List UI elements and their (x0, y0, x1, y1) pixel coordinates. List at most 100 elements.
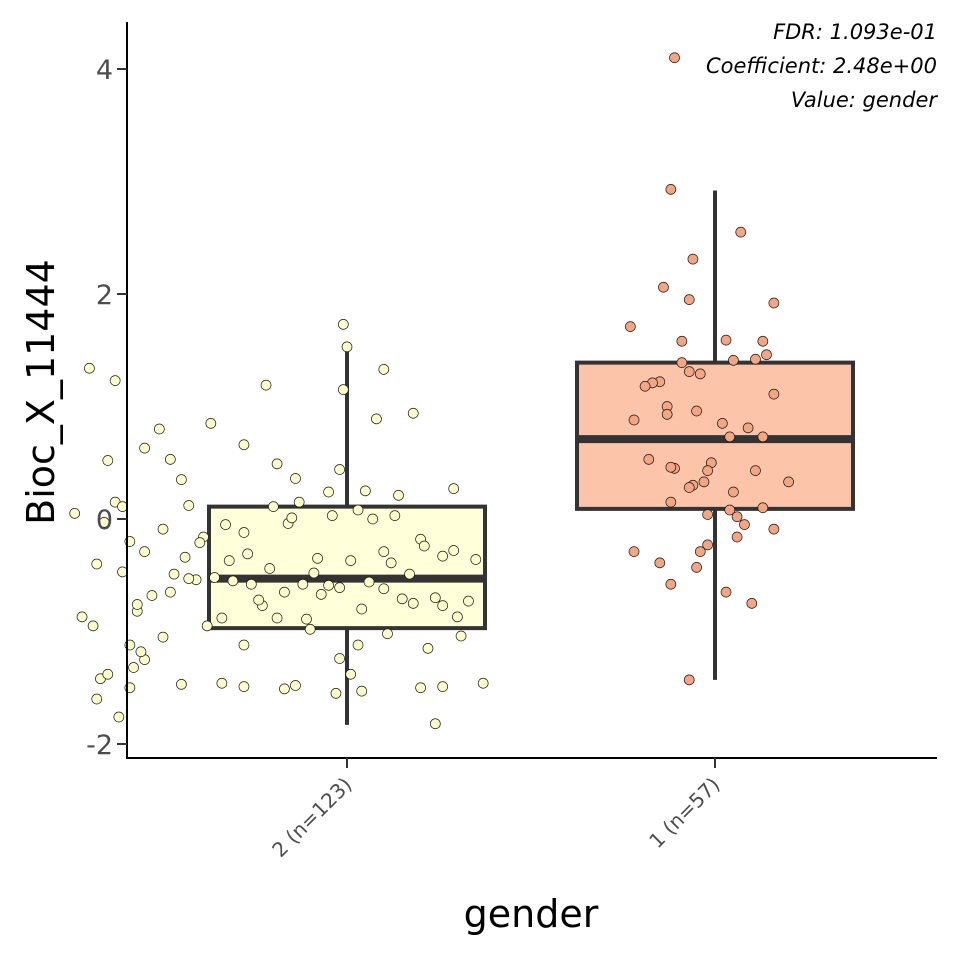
data-point (326, 510, 338, 521)
data-point (378, 583, 390, 595)
data-point (308, 567, 320, 579)
data-point (746, 598, 758, 609)
data-point (139, 546, 150, 557)
data-point (201, 620, 213, 632)
data-point (661, 409, 673, 420)
data-point (91, 693, 103, 705)
data-point (183, 573, 195, 584)
data-point (694, 368, 706, 380)
data-point (216, 612, 228, 624)
data-point (165, 586, 176, 598)
data-point (301, 613, 312, 625)
data-point (271, 458, 283, 470)
data-point (345, 555, 357, 566)
box-layer (207, 190, 855, 725)
data-point (665, 578, 677, 590)
data-point (334, 464, 345, 475)
data-point (463, 595, 474, 607)
data-point (176, 474, 187, 485)
data-point (757, 502, 769, 514)
data-point (360, 485, 371, 497)
data-point (768, 523, 780, 535)
x-tick-label: 1 (n=57) (644, 773, 724, 853)
data-point (146, 590, 158, 601)
data-point (691, 405, 702, 417)
data-point (337, 319, 349, 330)
coefficient-annotation: Coefficient: 2.48e+00 (706, 54, 937, 78)
data-point (227, 575, 239, 587)
data-point (371, 413, 382, 425)
data-point (84, 362, 95, 374)
data-point (731, 511, 743, 523)
y-tick-label: 0 (96, 505, 113, 536)
data-point (389, 510, 401, 521)
data-point (676, 335, 688, 347)
data-point (407, 407, 419, 419)
data-point (323, 486, 334, 498)
data-point (337, 384, 349, 395)
data-point (304, 623, 316, 635)
data-point (183, 500, 195, 511)
data-point (407, 598, 419, 609)
data-point (367, 513, 379, 525)
data-point (625, 321, 636, 332)
data-point (157, 631, 169, 643)
data-point (448, 483, 460, 494)
data-point (477, 677, 489, 689)
data-point (378, 546, 390, 557)
data-point (135, 646, 147, 658)
data-point (345, 668, 357, 680)
data-point (676, 357, 688, 368)
data-point (315, 589, 327, 600)
data-point (271, 612, 283, 624)
data-point (293, 496, 305, 508)
data-point (437, 681, 449, 692)
data-point (728, 355, 739, 366)
data-point (168, 568, 180, 580)
data-point (382, 628, 393, 640)
data-point (735, 226, 747, 238)
data-point (238, 681, 250, 692)
data-point (783, 476, 794, 488)
data-point (165, 454, 176, 465)
data-point (253, 594, 265, 606)
data-point (639, 380, 651, 392)
data-point (761, 349, 772, 361)
data-point (341, 341, 353, 353)
data-point (352, 639, 364, 651)
data-point (683, 674, 695, 686)
data-point (279, 683, 290, 695)
data-point (356, 685, 368, 697)
value-annotation: Value: gender (791, 88, 939, 112)
data-point (452, 611, 463, 623)
data-point (209, 572, 220, 583)
data-point (334, 653, 345, 664)
data-point (176, 679, 187, 690)
data-point (470, 554, 482, 565)
data-point (643, 454, 655, 465)
data-point (702, 509, 713, 520)
data-point (334, 582, 345, 593)
data-point (665, 496, 677, 508)
data-point (139, 442, 150, 454)
data-point (323, 580, 334, 591)
data-point (665, 461, 677, 473)
data-point (437, 600, 449, 611)
data-point (223, 555, 235, 566)
data-point (669, 52, 680, 64)
data-point (356, 603, 368, 615)
data-point (102, 455, 114, 466)
data-point (396, 593, 408, 605)
data-point (242, 548, 253, 560)
data-point (179, 551, 191, 563)
box-group-1 (207, 346, 487, 725)
data-point (628, 546, 640, 557)
data-point (750, 353, 761, 365)
data-point (128, 662, 139, 673)
data-point (691, 562, 702, 573)
data-point (658, 281, 669, 293)
data-point (724, 504, 736, 516)
data-point (728, 486, 739, 498)
data-point (720, 334, 732, 346)
data-point (330, 688, 342, 699)
